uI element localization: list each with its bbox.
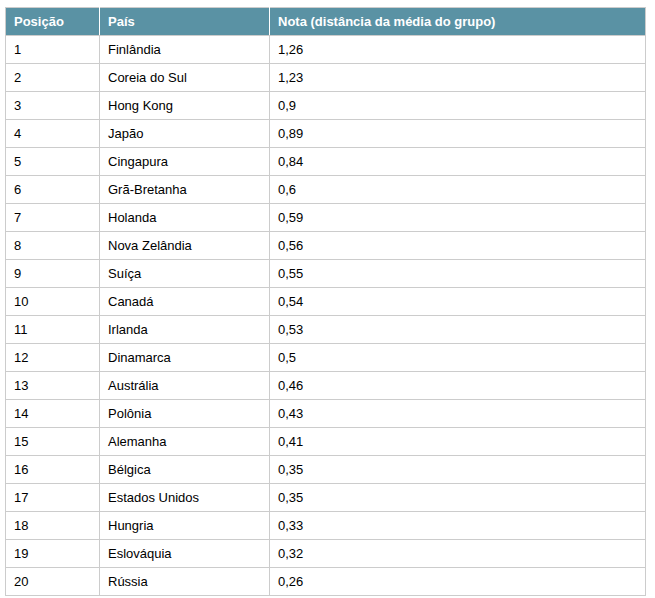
cell-position: 9 <box>6 260 100 288</box>
table-row: 19Eslováquia0,32 <box>6 540 646 568</box>
header-score: Nota (distância da média do grupo) <box>270 8 646 36</box>
cell-score: 0,26 <box>270 568 646 596</box>
header-country: País <box>100 8 270 36</box>
table-header: Posição País Nota (distância da média do… <box>6 8 646 36</box>
table-row: 17Estados Unidos0,35 <box>6 484 646 512</box>
cell-position: 1 <box>6 36 100 64</box>
cell-country: Eslováquia <box>100 540 270 568</box>
cell-score: 0,35 <box>270 456 646 484</box>
cell-position: 3 <box>6 92 100 120</box>
table-row: 20Rússia0,26 <box>6 568 646 596</box>
cell-score: 0,35 <box>270 484 646 512</box>
table-row: 14Polônia0,43 <box>6 400 646 428</box>
cell-position: 20 <box>6 568 100 596</box>
table-row: 2Coreia do Sul1,23 <box>6 64 646 92</box>
table-row: 9Suíça0,55 <box>6 260 646 288</box>
page: Posição País Nota (distância da média do… <box>0 0 655 598</box>
table-row: 7Holanda0,59 <box>6 204 646 232</box>
cell-position: 14 <box>6 400 100 428</box>
cell-score: 0,54 <box>270 288 646 316</box>
table-row: 8Nova Zelândia0,56 <box>6 232 646 260</box>
cell-position: 19 <box>6 540 100 568</box>
cell-country: Polônia <box>100 400 270 428</box>
cell-score: 0,46 <box>270 372 646 400</box>
cell-position: 8 <box>6 232 100 260</box>
cell-score: 0,41 <box>270 428 646 456</box>
table-row: 13Austrália0,46 <box>6 372 646 400</box>
cell-country: Cingapura <box>100 148 270 176</box>
cell-score: 0,5 <box>270 344 646 372</box>
table-row: 1Finlândia1,26 <box>6 36 646 64</box>
cell-country: Austrália <box>100 372 270 400</box>
cell-position: 11 <box>6 316 100 344</box>
cell-position: 10 <box>6 288 100 316</box>
table-row: 18Hungria0,33 <box>6 512 646 540</box>
cell-score: 0,59 <box>270 204 646 232</box>
table-row: 4Japão0,89 <box>6 120 646 148</box>
header-row: Posição País Nota (distância da média do… <box>6 8 646 36</box>
table-row: 10Canadá0,54 <box>6 288 646 316</box>
cell-country: Grã-Bretanha <box>100 176 270 204</box>
cell-score: 0,56 <box>270 232 646 260</box>
table-row: 5Cingapura0,84 <box>6 148 646 176</box>
table-row: 11Irlanda0,53 <box>6 316 646 344</box>
table-row: 16Bélgica0,35 <box>6 456 646 484</box>
cell-score: 1,23 <box>270 64 646 92</box>
cell-country: Finlândia <box>100 36 270 64</box>
cell-score: 0,33 <box>270 512 646 540</box>
cell-score: 0,43 <box>270 400 646 428</box>
cell-country: Nova Zelândia <box>100 232 270 260</box>
header-position: Posição <box>6 8 100 36</box>
cell-country: Dinamarca <box>100 344 270 372</box>
cell-score: 0,53 <box>270 316 646 344</box>
cell-score: 1,26 <box>270 36 646 64</box>
cell-country: Coreia do Sul <box>100 64 270 92</box>
table-row: 3Hong Kong0,9 <box>6 92 646 120</box>
table-body: 1Finlândia1,262Coreia do Sul1,233Hong Ko… <box>6 36 646 596</box>
cell-country: Hungria <box>100 512 270 540</box>
cell-country: Bélgica <box>100 456 270 484</box>
cell-position: 13 <box>6 372 100 400</box>
cell-position: 12 <box>6 344 100 372</box>
cell-country: Estados Unidos <box>100 484 270 512</box>
cell-position: 18 <box>6 512 100 540</box>
cell-score: 0,55 <box>270 260 646 288</box>
table-row: 6Grã-Bretanha0,6 <box>6 176 646 204</box>
cell-country: Rússia <box>100 568 270 596</box>
cell-position: 15 <box>6 428 100 456</box>
cell-country: Suíça <box>100 260 270 288</box>
cell-country: Alemanha <box>100 428 270 456</box>
cell-score: 0,32 <box>270 540 646 568</box>
cell-position: 17 <box>6 484 100 512</box>
cell-position: 2 <box>6 64 100 92</box>
table-row: 12Dinamarca0,5 <box>6 344 646 372</box>
cell-position: 5 <box>6 148 100 176</box>
cell-country: Hong Kong <box>100 92 270 120</box>
cell-country: Holanda <box>100 204 270 232</box>
country-ranking-table: Posição País Nota (distância da média do… <box>5 7 646 596</box>
cell-country: Irlanda <box>100 316 270 344</box>
cell-country: Japão <box>100 120 270 148</box>
cell-score: 0,89 <box>270 120 646 148</box>
cell-position: 6 <box>6 176 100 204</box>
cell-position: 7 <box>6 204 100 232</box>
cell-position: 4 <box>6 120 100 148</box>
table-row: 15Alemanha0,41 <box>6 428 646 456</box>
cell-score: 0,84 <box>270 148 646 176</box>
cell-position: 16 <box>6 456 100 484</box>
cell-score: 0,6 <box>270 176 646 204</box>
cell-score: 0,9 <box>270 92 646 120</box>
cell-country: Canadá <box>100 288 270 316</box>
